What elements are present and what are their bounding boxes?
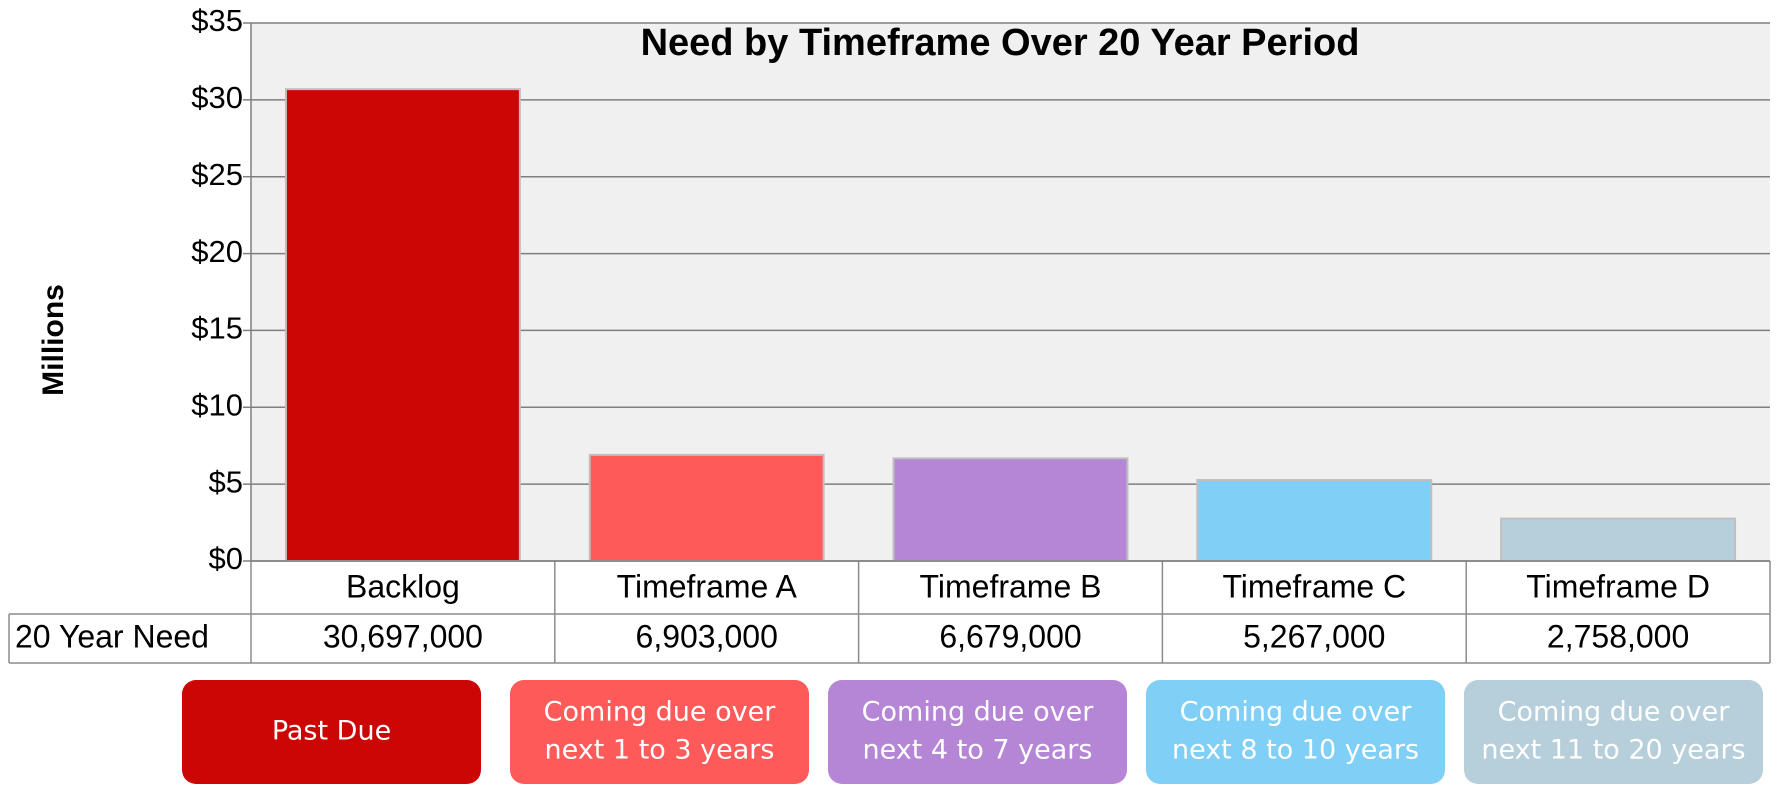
legend-text: next 4 to 7 years [863, 735, 1093, 766]
x-tick-label: Backlog [346, 568, 460, 604]
x-tick-label: Timeframe C [1222, 568, 1406, 604]
table-value: 5,267,000 [1243, 618, 1385, 654]
bar [1500, 517, 1737, 562]
table-value: 30,697,000 [323, 618, 483, 654]
y-tick-label: $20 [191, 234, 243, 269]
y-tick-label: $0 [209, 541, 243, 576]
legend-text: Past Due [272, 716, 391, 747]
table-value: 2,758,000 [1547, 618, 1689, 654]
y-tick-label: $30 [191, 80, 243, 115]
y-tick-label: $25 [191, 157, 243, 192]
y-tick-label: $35 [191, 3, 243, 38]
legend-box [828, 680, 1127, 784]
table-row-label: 20 Year Need [15, 618, 209, 654]
legend-box [1464, 680, 1763, 784]
bar [892, 457, 1129, 562]
legend-box [182, 680, 481, 784]
y-tick-label: $15 [191, 311, 243, 346]
legend-text: next 1 to 3 years [545, 735, 775, 766]
bar [284, 88, 521, 563]
bar [588, 453, 825, 562]
x-tick-label: Timeframe D [1526, 568, 1710, 604]
legend-text: Coming due over [862, 697, 1095, 728]
x-tick-label: Timeframe A [617, 568, 798, 604]
legend-text: Coming due over [1180, 697, 1413, 728]
x-tick-label: Timeframe B [920, 568, 1102, 604]
legend-box [1146, 680, 1445, 784]
table-value: 6,679,000 [939, 618, 1081, 654]
y-axis-label: Millions [37, 284, 70, 396]
legend-text: next 8 to 10 years [1172, 735, 1419, 766]
legend-box [510, 680, 809, 784]
chart-title: Need by Timeframe Over 20 Year Period [641, 22, 1360, 64]
legend-text: next 11 to 20 years [1481, 735, 1745, 766]
bar [1196, 479, 1433, 563]
y-tick-label: $10 [191, 387, 243, 422]
legend-text: Coming due over [1498, 697, 1731, 728]
y-tick-label: $5 [209, 464, 243, 499]
table-value: 6,903,000 [636, 618, 778, 654]
legend-text: Coming due over [544, 697, 777, 728]
